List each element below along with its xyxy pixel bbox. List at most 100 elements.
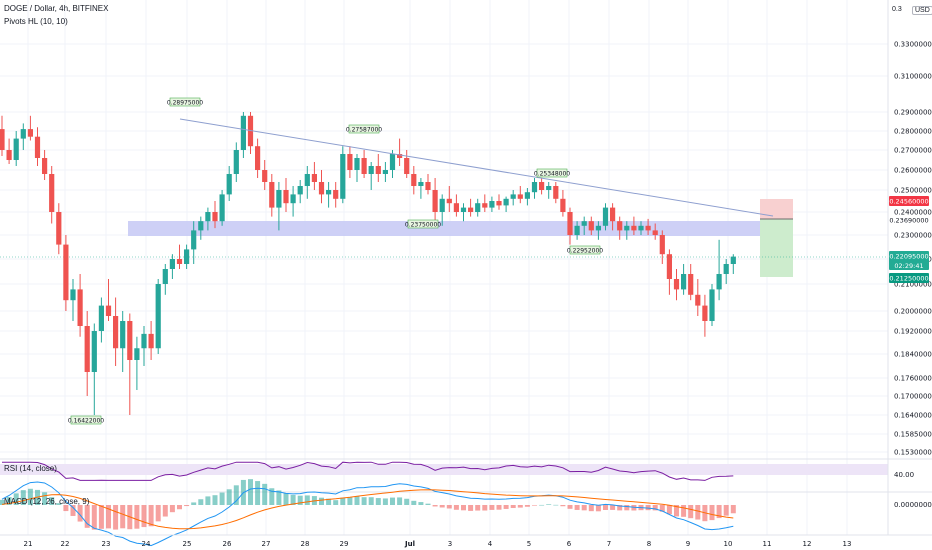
candle-bearish[interactable] xyxy=(567,207,573,245)
candle-bearish[interactable] xyxy=(49,166,55,224)
candle-bullish[interactable] xyxy=(233,142,239,182)
pivot-label[interactable]: 0.28975000 xyxy=(167,97,203,107)
candle-bullish[interactable] xyxy=(276,182,282,231)
candle-bullish[interactable] xyxy=(219,190,225,226)
candle-bullish[interactable] xyxy=(389,150,396,178)
candle-bearish[interactable] xyxy=(688,264,694,301)
candle-bearish[interactable] xyxy=(659,230,665,264)
candle-bearish[interactable] xyxy=(496,194,502,210)
candle-bearish[interactable] xyxy=(617,216,623,240)
candle-bullish[interactable] xyxy=(141,326,147,366)
candle-bearish[interactable] xyxy=(247,112,254,154)
candle-bearish[interactable] xyxy=(34,127,41,166)
candle-bearish[interactable] xyxy=(6,138,12,164)
candle-bearish[interactable] xyxy=(63,235,69,311)
candle-bearish[interactable] xyxy=(262,160,268,190)
symbol-title[interactable]: DOGE / Dollar, 4h, BITFINEX xyxy=(4,4,109,13)
support-zone[interactable] xyxy=(128,221,760,236)
candle-bearish[interactable] xyxy=(84,311,90,396)
stop-loss-tag[interactable]: 0.24560000 xyxy=(889,196,929,206)
candle-bullish[interactable] xyxy=(681,264,687,295)
candle-bullish[interactable] xyxy=(70,279,76,321)
candle-bearish[interactable] xyxy=(176,244,183,269)
candle-bearish[interactable] xyxy=(269,174,275,217)
candle-bearish[interactable] xyxy=(404,150,410,178)
candle-bullish[interactable] xyxy=(191,221,197,264)
candle-bearish[interactable] xyxy=(105,279,112,321)
candle-bearish[interactable] xyxy=(42,150,48,180)
candle-bearish[interactable] xyxy=(375,154,381,182)
candle-bearish[interactable] xyxy=(27,115,33,141)
indicator-pivots-label[interactable]: Pivots HL (10, 10) xyxy=(4,17,68,26)
candle-bullish[interactable] xyxy=(602,203,609,231)
candle-bearish[interactable] xyxy=(411,166,417,195)
candle-bearish[interactable] xyxy=(631,216,637,235)
candle-bullish[interactable] xyxy=(418,178,424,199)
candle-bearish[interactable] xyxy=(446,186,452,212)
candle-bullish[interactable] xyxy=(439,194,445,226)
candle-bullish[interactable] xyxy=(91,323,97,416)
candle-bearish[interactable] xyxy=(560,190,566,217)
candle-bullish[interactable] xyxy=(503,196,509,212)
candle-bullish[interactable] xyxy=(297,180,303,204)
candle-bullish[interactable] xyxy=(226,166,232,201)
candle-bearish[interactable] xyxy=(453,194,459,217)
pivot-label[interactable]: 0.25348000 xyxy=(534,168,570,178)
candle-bullish[interactable] xyxy=(581,216,587,235)
candle-bullish[interactable] xyxy=(340,146,346,204)
candle-bullish[interactable] xyxy=(475,198,481,217)
candle-bearish[interactable] xyxy=(468,198,474,217)
candle-bullish[interactable] xyxy=(20,123,26,150)
candle-bullish[interactable] xyxy=(240,112,246,158)
candle-bullish[interactable] xyxy=(524,188,530,206)
take-profit-tag[interactable]: 0.21250000 xyxy=(889,273,929,283)
trend-line[interactable] xyxy=(179,118,774,217)
candle-bullish[interactable] xyxy=(354,154,360,182)
candle-bearish[interactable] xyxy=(539,178,545,195)
candle-bearish[interactable] xyxy=(212,201,218,229)
candle-bullish[interactable] xyxy=(198,216,204,240)
candle-bearish[interactable] xyxy=(0,115,5,156)
candle-bullish[interactable] xyxy=(638,221,644,235)
candle-bearish[interactable] xyxy=(77,274,83,337)
candle-bullish[interactable] xyxy=(730,254,736,274)
candle-bullish[interactable] xyxy=(134,336,140,390)
candle-bearish[interactable] xyxy=(127,313,133,416)
candle-bullish[interactable] xyxy=(460,203,467,222)
pivot-label[interactable]: 0.22952000 xyxy=(567,245,603,255)
candle-bullish[interactable] xyxy=(716,239,722,301)
candle-bullish[interactable] xyxy=(169,254,175,279)
candle-bearish[interactable] xyxy=(645,218,651,235)
take-profit-zone[interactable] xyxy=(760,219,793,277)
candle-bearish[interactable] xyxy=(148,321,154,360)
candle-bearish[interactable] xyxy=(56,203,62,255)
candle-bearish[interactable] xyxy=(695,279,701,316)
pivot-label[interactable]: 0.27587000 xyxy=(346,124,382,134)
candle-bullish[interactable] xyxy=(624,221,630,240)
candle-bearish[interactable] xyxy=(113,297,119,367)
candle-bullish[interactable] xyxy=(155,279,161,354)
candle-bullish[interactable] xyxy=(184,244,190,269)
entry-tag[interactable]: 0.23690000 xyxy=(889,215,929,225)
candle-bullish[interactable] xyxy=(205,207,211,231)
candle-bearish[interactable] xyxy=(255,138,261,178)
candle-bullish[interactable] xyxy=(723,259,729,284)
candle-bearish[interactable] xyxy=(702,294,708,337)
candle-bearish[interactable] xyxy=(397,138,403,166)
candle-bullish[interactable] xyxy=(120,311,126,372)
currency-badge[interactable]: USD xyxy=(912,6,932,15)
candle-bullish[interactable] xyxy=(531,178,538,199)
candle-bearish[interactable] xyxy=(425,174,431,195)
pivot-label[interactable]: 0.23750000 xyxy=(405,219,441,229)
candle-bearish[interactable] xyxy=(666,249,672,295)
candle-bearish[interactable] xyxy=(311,162,317,190)
candle-bearish[interactable] xyxy=(361,150,367,178)
candle-bullish[interactable] xyxy=(162,264,168,295)
candle-bearish[interactable] xyxy=(432,178,438,222)
stop-loss-zone[interactable] xyxy=(760,199,793,219)
candle-bullish[interactable] xyxy=(326,182,332,208)
candle-bearish[interactable] xyxy=(588,216,594,235)
rsi-label[interactable]: RSI (14, close) xyxy=(4,464,57,473)
